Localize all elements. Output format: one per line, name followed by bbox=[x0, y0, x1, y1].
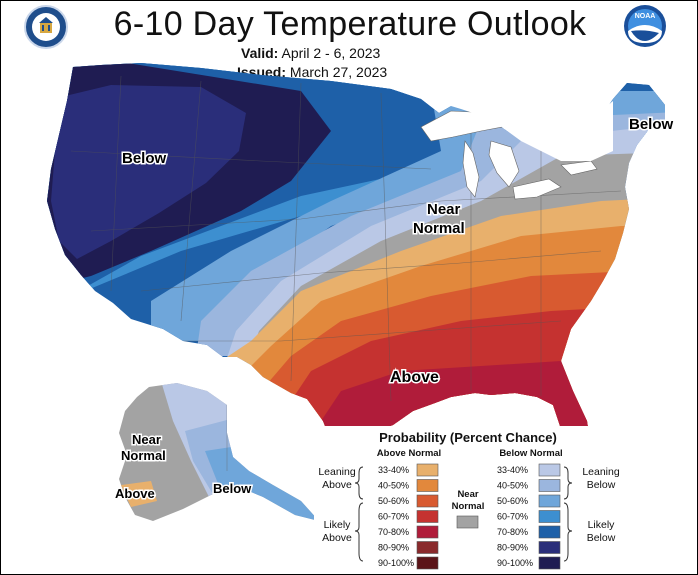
legend-title: Probability (Percent Chance) bbox=[379, 430, 557, 445]
legend-above-swatch bbox=[416, 510, 439, 523]
legend-leaning-below-2: Below bbox=[587, 479, 616, 491]
legend-above-swatch bbox=[416, 541, 439, 554]
legend-near-label-2: Normal bbox=[452, 501, 485, 512]
legend-above-swatch bbox=[416, 525, 439, 539]
legend-below-swatch bbox=[538, 510, 561, 523]
label-west-below: Below bbox=[122, 150, 167, 167]
legend-leaning-above-1: Leaning bbox=[318, 466, 356, 478]
legend-below-swatch bbox=[538, 463, 561, 477]
legend-above-label: 60-70% bbox=[378, 512, 409, 522]
valid-dates: Valid: April 2 - 6, 2023 bbox=[241, 45, 380, 61]
ak-above-33-40 bbox=[121, 481, 157, 507]
label-ak-near-2: Normal bbox=[121, 448, 166, 463]
noaa-text: NOAA bbox=[635, 13, 656, 20]
brace-likely-above bbox=[354, 502, 364, 562]
ak-below-50-60 bbox=[205, 441, 319, 521]
legend-likely-above-2: Above bbox=[322, 532, 352, 544]
legend-below-label: 33-40% bbox=[497, 465, 528, 475]
legend-above-swatch bbox=[416, 479, 439, 492]
legend-below-swatch bbox=[538, 541, 561, 554]
legend-leaning-below-1: Leaning bbox=[582, 466, 620, 478]
legend-above-label: 90-100% bbox=[378, 558, 414, 568]
legend-likely-below-1: Likely bbox=[588, 519, 616, 531]
label-ak-above: Above bbox=[115, 486, 155, 501]
legend-above-label: 70-80% bbox=[378, 527, 409, 537]
legend-above-label: 80-90% bbox=[378, 543, 409, 553]
noaa-logo-icon: NOAA bbox=[624, 5, 666, 47]
legend-likely-below-2: Below bbox=[587, 532, 616, 544]
legend-above-label: 40-50% bbox=[378, 481, 409, 491]
legend-above-label: 50-60% bbox=[378, 496, 409, 506]
legend-below-swatch bbox=[538, 556, 561, 570]
legend-below-swatches: 33-40% 40-50% 50-60% 60-70% 70-80% 80-90% 90-1… bbox=[497, 463, 561, 570]
brace-leaning-above bbox=[354, 466, 364, 500]
doc-seal-icon bbox=[24, 5, 68, 49]
issued-date: Issued: March 27, 2023 bbox=[237, 64, 387, 80]
legend-near-label-1: Near bbox=[457, 489, 478, 500]
legend-below-label: 60-70% bbox=[497, 512, 528, 522]
valid-value: April 2 - 6, 2023 bbox=[281, 45, 381, 61]
legend-leaning-above-2: Above bbox=[322, 479, 352, 491]
page-title: 6-10 Day Temperature Outlook bbox=[113, 5, 587, 43]
legend-below-label: 90-100% bbox=[497, 558, 533, 568]
valid-label: Valid: bbox=[241, 45, 279, 61]
legend-below-label: 80-90% bbox=[497, 543, 528, 553]
legend-below-label: 40-50% bbox=[497, 481, 528, 491]
label-ak-near-1: Near bbox=[132, 432, 161, 447]
legend-background bbox=[314, 426, 696, 573]
legend-below-swatch bbox=[538, 494, 561, 508]
legend-above-swatch bbox=[416, 463, 439, 477]
label-near-1: Near bbox=[427, 201, 461, 218]
legend-above-swatches: 33-40% 40-50% 50-60% 60-70% 70-80% 80-90% 90-1… bbox=[378, 463, 439, 570]
legend-near-swatch bbox=[456, 515, 479, 529]
legend-above-header: Above Normal bbox=[377, 448, 441, 459]
legend-below-label: 70-80% bbox=[497, 527, 528, 537]
canada-area bbox=[421, 93, 613, 161]
label-ak-below: Below bbox=[213, 481, 252, 496]
brace-likely-below bbox=[563, 502, 573, 562]
legend-likely-above-1: Likely bbox=[324, 519, 352, 531]
legend-below-label: 50-60% bbox=[497, 496, 528, 506]
legend-below-swatch bbox=[538, 525, 561, 539]
label-near-2: Normal bbox=[413, 220, 465, 237]
legend-below-header: Below Normal bbox=[499, 448, 562, 459]
legend-above-swatch bbox=[416, 494, 439, 508]
label-northeast-below: Below bbox=[629, 116, 674, 133]
label-southeast-above: Above bbox=[390, 369, 439, 386]
legend-above-swatch bbox=[416, 556, 439, 570]
brace-leaning-below bbox=[563, 466, 573, 500]
issued-value: March 27, 2023 bbox=[289, 64, 388, 80]
legend: Probability (Percent Chance) Above Norma… bbox=[314, 426, 696, 573]
legend-above-label: 33-40% bbox=[378, 465, 409, 475]
legend-below-swatch bbox=[538, 479, 561, 492]
